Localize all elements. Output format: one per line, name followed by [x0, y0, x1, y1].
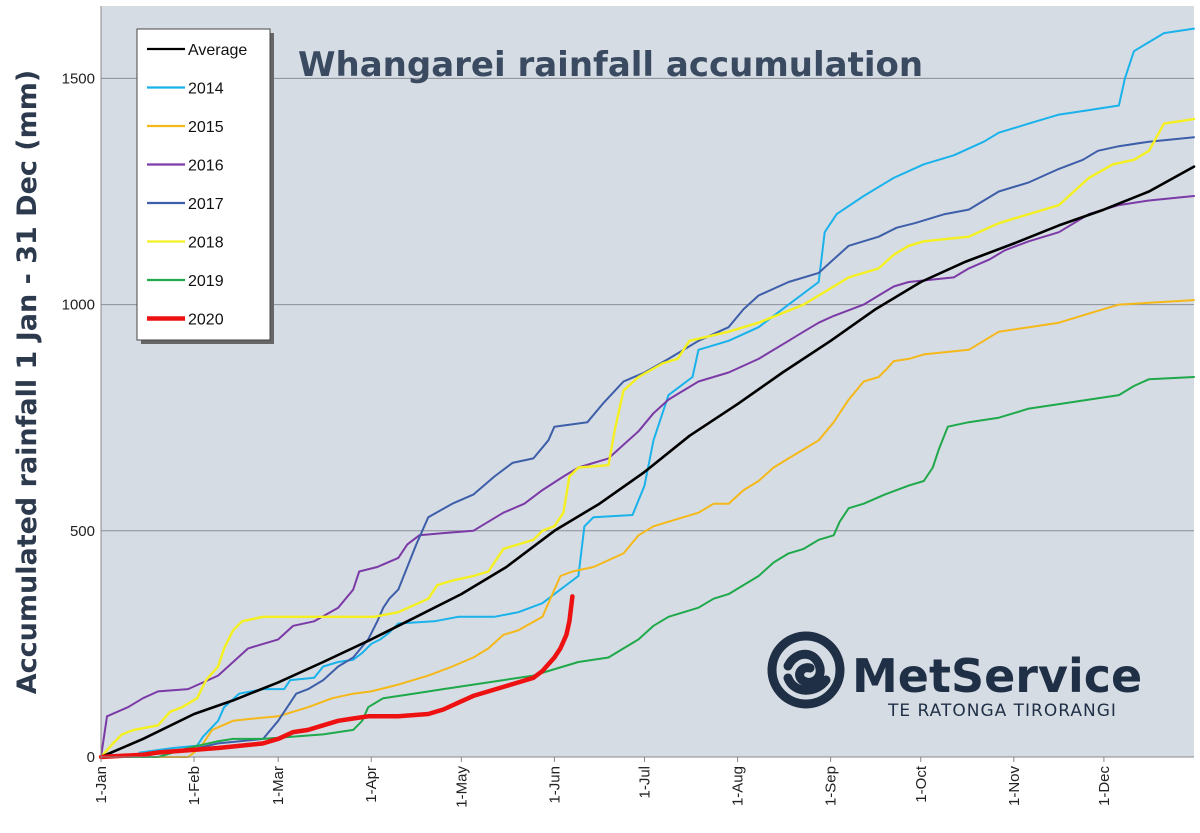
- legend-label: 2017: [188, 196, 224, 213]
- legend-label: 2019: [188, 273, 224, 290]
- x-tick-label: 1-Dec: [1096, 766, 1113, 807]
- legend-label: 2018: [188, 235, 224, 252]
- legend-box: [136, 28, 271, 341]
- legend-label: Average: [188, 42, 247, 59]
- x-tick-label: 1-Feb: [186, 766, 203, 805]
- series-line-2020: [98, 594, 575, 760]
- x-tick-label: 1-Jul: [636, 766, 653, 799]
- x-tick-label: 1-May: [453, 766, 470, 808]
- metservice-logo: MetService TE RATONGA TIRORANGI: [767, 631, 1142, 721]
- legend-label: 2016: [188, 158, 224, 175]
- metservice-swirl-icon: [767, 631, 845, 709]
- y-tick-label: 1000: [62, 297, 95, 314]
- x-tick-label: 1-Jan: [93, 766, 110, 804]
- x-tick-labels: 1-Jan 1-Feb 1-Mar 1-Apr 1-May 1-Jun 1-Jul 1-Aug…: [93, 757, 1113, 808]
- legend: Average 2014 2015 2016 2017 2018 2019 2020: [136, 28, 274, 344]
- legend-label: 2014: [188, 81, 224, 98]
- series-line-2015: [100, 299, 1195, 758]
- x-tick-label: 1-Sep: [823, 766, 840, 806]
- chart-title: Whangarei rainfall accumulation: [298, 45, 923, 85]
- series-line-2019: [100, 376, 1195, 758]
- series-line-2017: [100, 136, 1195, 758]
- legend-label: 2015: [188, 119, 224, 136]
- y-tick-label: 500: [70, 523, 95, 540]
- series-lines: [98, 27, 1196, 760]
- x-tick-label: 1-Apr: [363, 766, 380, 803]
- x-tick-label: 1-Nov: [1006, 766, 1023, 807]
- x-tick-label: 1-Aug: [730, 766, 747, 806]
- series-line-average: [99, 165, 1196, 759]
- series-line-2018: [99, 117, 1196, 759]
- x-tick-label: 1-Oct: [913, 765, 930, 803]
- metservice-name: MetService: [852, 649, 1142, 703]
- x-tick-label: 1-Jun: [546, 766, 563, 804]
- y-tick-label: 0: [87, 749, 95, 766]
- metservice-subtitle: TE RATONGA TIRORANGI: [887, 701, 1117, 721]
- series-line-2014: [100, 27, 1195, 758]
- legend-label: 2020: [188, 312, 224, 329]
- y-tick-label: 1500: [62, 70, 95, 87]
- y-axis-label: Accumulated rainfall 1 Jan - 31 Dec (mm): [12, 70, 43, 695]
- x-tick-label: 1-Mar: [270, 766, 287, 805]
- y-tick-labels: 0 500 1000 1500: [62, 70, 95, 766]
